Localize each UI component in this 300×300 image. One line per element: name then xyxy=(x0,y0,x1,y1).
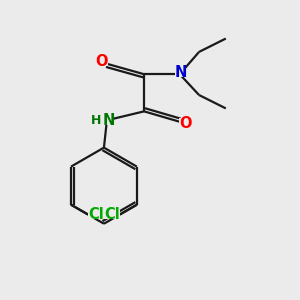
Text: O: O xyxy=(179,116,191,131)
Bar xyxy=(175,68,186,77)
Text: N: N xyxy=(174,65,187,80)
Text: H: H xyxy=(91,114,101,127)
Bar xyxy=(88,210,104,219)
Text: O: O xyxy=(95,54,108,69)
Bar xyxy=(179,118,191,128)
Bar xyxy=(103,116,114,125)
Text: N: N xyxy=(102,113,115,128)
Text: Cl: Cl xyxy=(88,207,104,222)
Bar xyxy=(104,210,120,219)
Bar xyxy=(95,57,108,67)
Text: Cl: Cl xyxy=(104,207,120,222)
Bar xyxy=(92,116,101,124)
